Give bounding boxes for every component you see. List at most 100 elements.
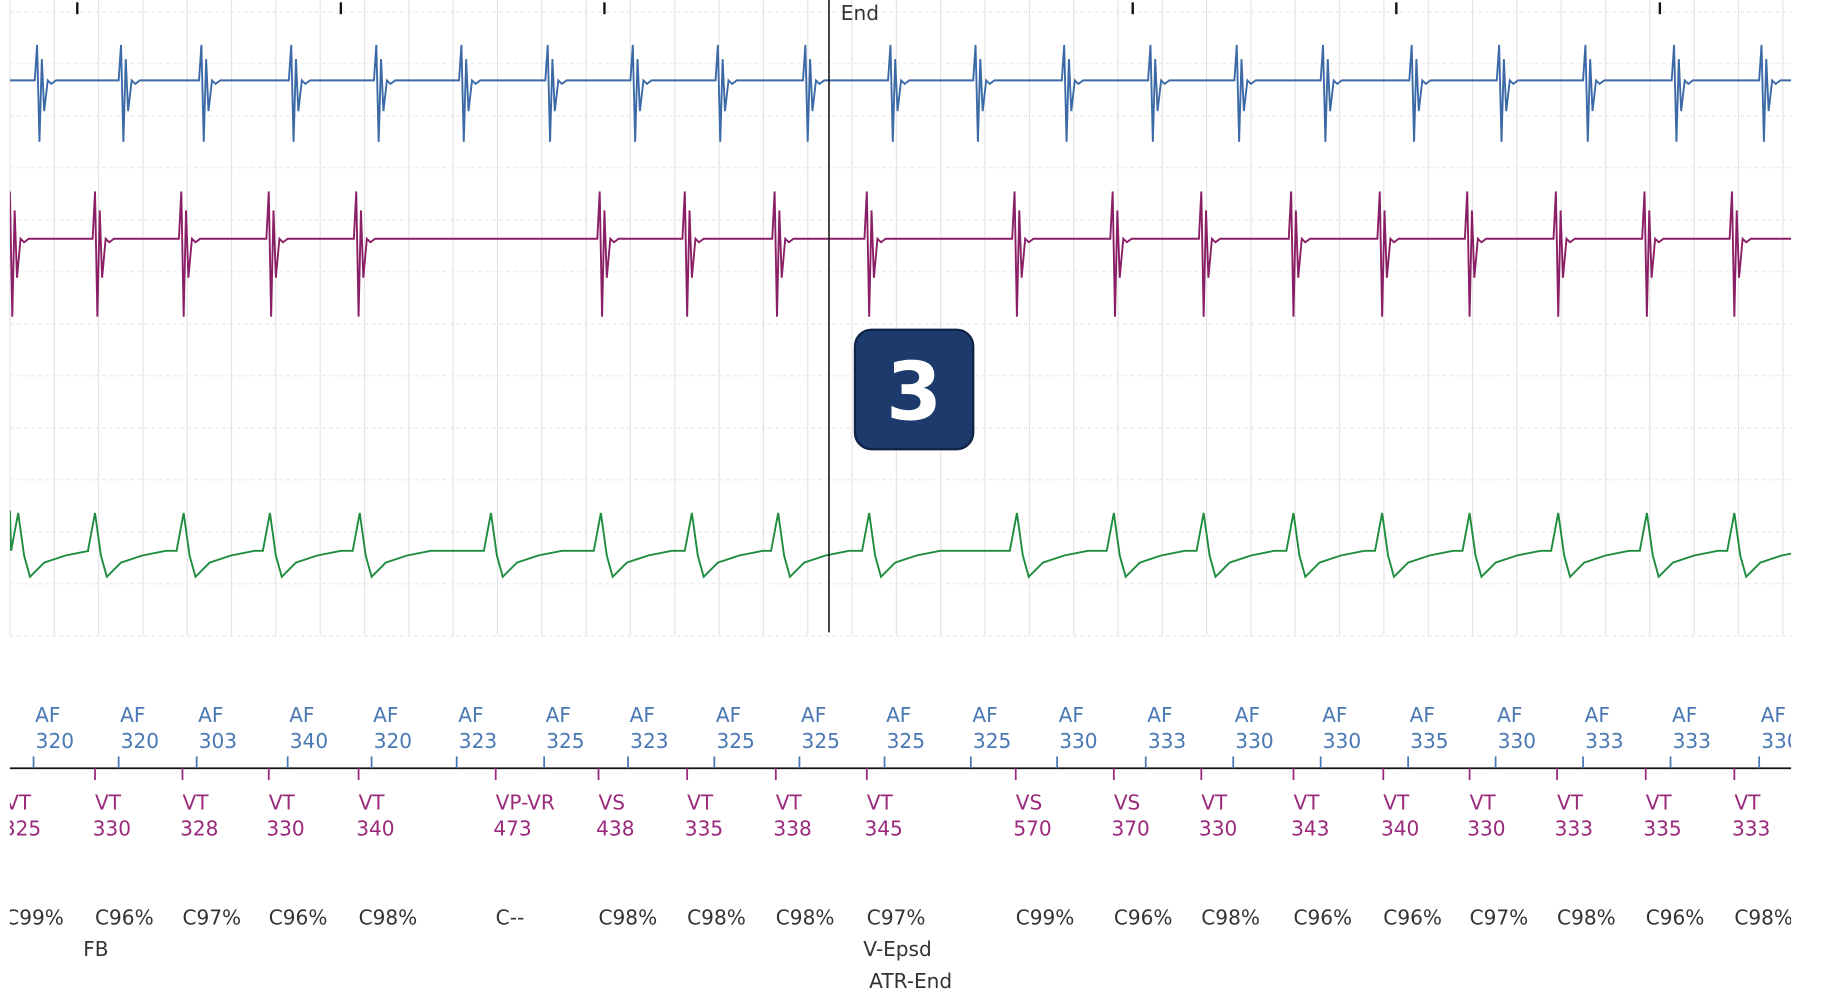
ventricular-interval: 330 xyxy=(93,817,131,841)
atrial-interval: 320 xyxy=(36,729,74,753)
atrial-marker: AF xyxy=(120,703,145,727)
ventricular-interval: 333 xyxy=(1555,817,1593,841)
confidence: C98% xyxy=(359,905,418,929)
ventricular-marker: VT xyxy=(1470,791,1497,815)
atrial-interval: 320 xyxy=(121,729,159,753)
atrial-marker: AF xyxy=(886,703,911,727)
ventricular-interval: 328 xyxy=(180,817,218,841)
ventricular-marker: VT xyxy=(5,791,32,815)
egm-trace xyxy=(9,191,1792,317)
ventricular-marker: VS xyxy=(1016,791,1042,815)
confidence: C-- xyxy=(496,905,525,929)
ventricular-interval: 370 xyxy=(1111,817,1149,841)
ventricular-interval: 335 xyxy=(685,817,723,841)
ventricular-marker: VT xyxy=(95,791,122,815)
confidence: C96% xyxy=(1646,905,1705,929)
confidence: C96% xyxy=(95,905,154,929)
atrial-marker: AF xyxy=(1761,703,1786,727)
ventricular-marker: VT xyxy=(182,791,209,815)
end-label: End xyxy=(841,1,879,25)
ventricular-interval: 438 xyxy=(596,817,634,841)
ventricular-marker: VT xyxy=(1557,791,1584,815)
badge-number: 3 xyxy=(886,345,942,439)
atrial-marker: AF xyxy=(972,703,997,727)
atrial-interval: 320 xyxy=(374,729,412,753)
atrial-marker: AF xyxy=(801,703,826,727)
atrial-marker: AF xyxy=(716,703,741,727)
confidence: C96% xyxy=(1293,905,1352,929)
atrial-marker: AF xyxy=(1672,703,1697,727)
confidence: C98% xyxy=(776,905,835,929)
ventricular-interval: 570 xyxy=(1013,817,1051,841)
marker-labels: AF320AF320AF303AF340AF320AF323AF325AF323… xyxy=(3,703,1799,993)
ventricular-interval: 333 xyxy=(1732,817,1770,841)
atrial-interval: 330 xyxy=(1761,729,1799,753)
ventricular-interval: 343 xyxy=(1291,817,1329,841)
atrial-marker: AF xyxy=(1410,703,1435,727)
atrial-interval: 330 xyxy=(1498,729,1536,753)
ventricular-marker: VT xyxy=(359,791,386,815)
ventricular-marker: VT xyxy=(1383,791,1410,815)
atrial-marker: AF xyxy=(1147,703,1172,727)
confidence: C98% xyxy=(1734,905,1793,929)
confidence: C98% xyxy=(687,905,746,929)
ventricular-interval: 330 xyxy=(266,817,304,841)
confidence: C96% xyxy=(1114,905,1173,929)
atrial-interval: 325 xyxy=(802,729,840,753)
egm-trace xyxy=(9,44,1792,142)
atrial-interval: 333 xyxy=(1148,729,1186,753)
annotation: V-Epsd xyxy=(863,937,931,961)
ventricular-marker: VT xyxy=(1201,791,1228,815)
ventricular-interval: 473 xyxy=(493,817,531,841)
atrial-interval: 330 xyxy=(1323,729,1361,753)
atrial-marker: AF xyxy=(1585,703,1610,727)
ventricular-interval: 340 xyxy=(356,817,394,841)
atrial-interval: 323 xyxy=(630,729,668,753)
confidence: C97% xyxy=(1470,905,1529,929)
confidence: C97% xyxy=(182,905,241,929)
confidence: C99% xyxy=(5,905,64,929)
ventricular-interval: 335 xyxy=(1643,817,1681,841)
atrial-interval: 325 xyxy=(716,729,754,753)
ventricular-marker: VT xyxy=(269,791,296,815)
atrial-interval: 333 xyxy=(1585,729,1623,753)
atrial-interval: 330 xyxy=(1059,729,1097,753)
annotation: ATR-End xyxy=(869,969,952,993)
atrial-marker: AF xyxy=(1235,703,1260,727)
atrial-interval: 325 xyxy=(546,729,584,753)
atrial-marker: AF xyxy=(546,703,571,727)
ventricular-marker: VT xyxy=(1734,791,1761,815)
confidence: C98% xyxy=(599,905,658,929)
atrial-interval: 333 xyxy=(1673,729,1711,753)
atrial-marker: AF xyxy=(1497,703,1522,727)
atrial-interval: 335 xyxy=(1410,729,1448,753)
confidence: C99% xyxy=(1016,905,1075,929)
ventricular-interval: 330 xyxy=(1467,817,1505,841)
ventricular-marker: VS xyxy=(1114,791,1140,815)
ventricular-interval: 345 xyxy=(864,817,902,841)
confidence: C97% xyxy=(867,905,926,929)
ventricular-interval: 338 xyxy=(773,817,811,841)
atrial-interval: 330 xyxy=(1235,729,1273,753)
ventricular-marker: VT xyxy=(776,791,803,815)
ventricular-marker: VT xyxy=(1293,791,1320,815)
atrial-marker: AF xyxy=(198,703,223,727)
atrial-marker: AF xyxy=(630,703,655,727)
ventricular-marker: VS xyxy=(599,791,625,815)
annotation: FB xyxy=(83,937,108,961)
atrial-interval: 340 xyxy=(290,729,328,753)
atrial-marker: AF xyxy=(458,703,483,727)
ventricular-interval: 325 xyxy=(3,817,41,841)
badge: 3 xyxy=(853,328,975,451)
atrial-interval: 303 xyxy=(199,729,237,753)
egm-trace xyxy=(9,510,1792,579)
atrial-marker: AF xyxy=(289,703,314,727)
atrial-interval: 325 xyxy=(973,729,1011,753)
confidence: C96% xyxy=(1383,905,1442,929)
ventricular-interval: 340 xyxy=(1381,817,1419,841)
confidence: C98% xyxy=(1201,905,1260,929)
confidence: C96% xyxy=(269,905,328,929)
confidence: C98% xyxy=(1557,905,1616,929)
